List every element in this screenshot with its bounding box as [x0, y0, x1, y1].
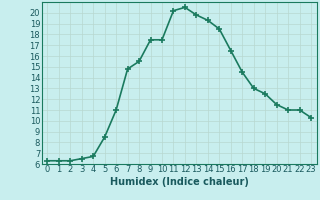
X-axis label: Humidex (Indice chaleur): Humidex (Indice chaleur) [110, 177, 249, 187]
